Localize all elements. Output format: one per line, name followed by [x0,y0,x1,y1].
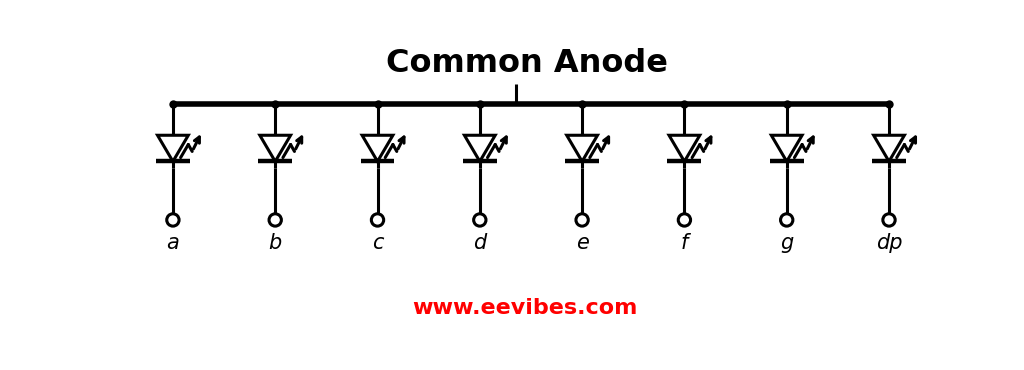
Text: g: g [780,233,794,253]
Text: b: b [268,233,282,253]
Text: www.eevibes.com: www.eevibes.com [412,298,638,318]
Text: f: f [681,233,688,253]
Text: a: a [167,233,179,253]
Text: Common Anode: Common Anode [386,48,668,79]
Text: dp: dp [876,233,902,253]
Text: e: e [575,233,589,253]
Text: c: c [372,233,383,253]
Text: d: d [473,233,486,253]
